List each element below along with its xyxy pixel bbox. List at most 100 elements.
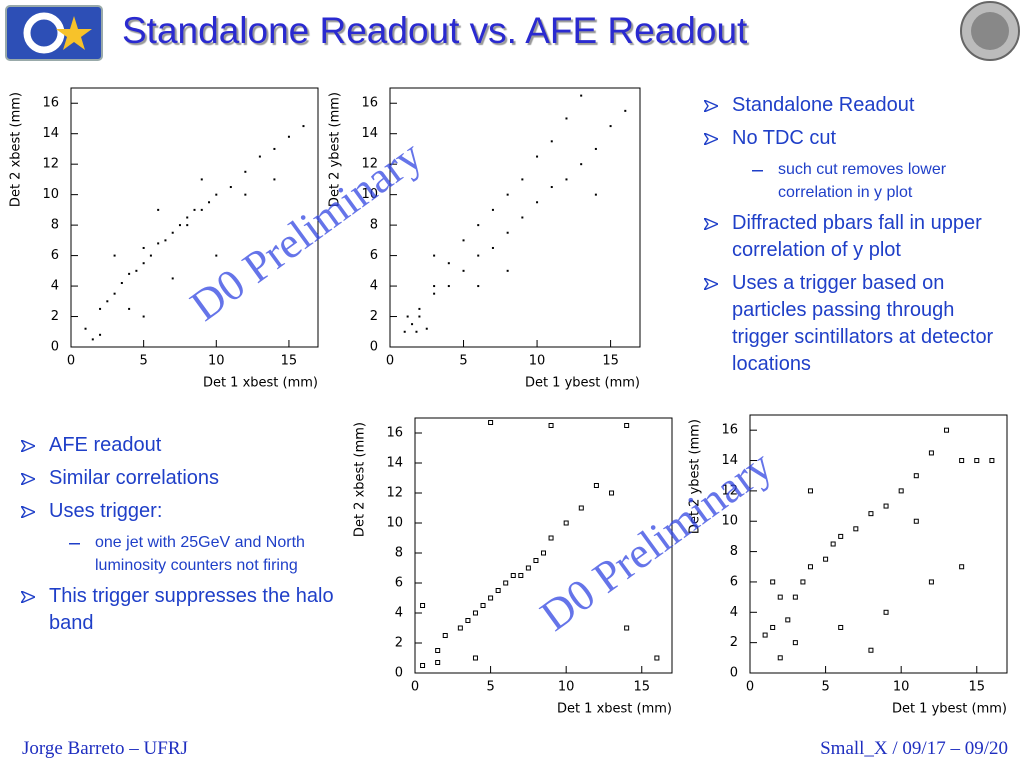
data-point <box>503 580 509 586</box>
y-tick-label: 2 <box>730 635 738 650</box>
data-point <box>989 458 995 464</box>
y-tick-label: 12 <box>721 483 738 498</box>
bullet-marker <box>21 591 35 603</box>
data-point <box>563 520 569 526</box>
data-point <box>578 505 584 511</box>
y-tick-label: 8 <box>370 218 378 233</box>
data-point <box>229 186 232 189</box>
data-point <box>594 193 597 196</box>
x-tick-label: 10 <box>208 354 225 369</box>
data-point <box>477 285 480 288</box>
x-tick-label: 5 <box>486 680 494 695</box>
data-point <box>186 224 189 227</box>
data-point <box>928 579 934 585</box>
data-point <box>113 254 116 257</box>
bullet: Similar correlations <box>21 465 334 492</box>
data-point <box>883 503 889 509</box>
footer-left: Jorge Barreto – UFRJ <box>22 738 188 759</box>
data-point <box>433 285 436 288</box>
data-point <box>215 254 218 257</box>
data-point <box>565 117 568 120</box>
data-point <box>550 140 553 143</box>
y-tick-label: 12 <box>361 157 378 172</box>
x-tick-label: 10 <box>529 354 546 369</box>
y-tick-label: 16 <box>386 426 403 441</box>
y-axis-label: Det 2 ybest (mm) <box>328 92 343 207</box>
y-axis-label: Det 2 xbest (mm) <box>353 422 368 537</box>
data-point <box>418 315 421 318</box>
data-point <box>506 269 509 272</box>
x-tick-label: 0 <box>411 680 419 695</box>
left-bullets: AFE readout Similar correlations Uses trig… <box>21 432 334 643</box>
slide-title: Standalone Readout vs. AFE Readout <box>122 10 748 51</box>
data-point <box>406 315 409 318</box>
y-tick-label: 8 <box>730 544 738 559</box>
data-point <box>770 624 776 630</box>
scatter-plot: 0 2 4 6 8 10 12 14 16 0 5 10 15 Det 1 xbest (mm) Det 2… <box>9 87 319 391</box>
data-point <box>447 285 450 288</box>
data-point <box>208 201 211 204</box>
data-point <box>565 178 568 181</box>
data-point <box>106 300 109 303</box>
data-point <box>84 327 87 330</box>
data-point <box>959 458 965 464</box>
data-point <box>491 208 494 211</box>
y-tick-label: 16 <box>721 423 738 438</box>
data-point <box>624 625 630 631</box>
data-point <box>244 170 247 173</box>
bullet: Uses a trigger based on particles passin… <box>704 270 1007 378</box>
data-point <box>807 564 813 570</box>
data-point <box>548 423 554 428</box>
scatter-plot: 0 2 4 6 8 10 12 14 16 0 5 10 15 Det 1 xbest (mm) Det 2… <box>353 417 673 717</box>
data-point <box>491 246 494 249</box>
data-point <box>465 618 471 623</box>
data-point <box>433 292 436 295</box>
data-point <box>974 458 980 464</box>
data-point <box>200 178 203 181</box>
bullet-text: one jet with 25GeV and North luminosity … <box>95 534 305 574</box>
data-point <box>420 663 426 668</box>
data-point <box>580 163 583 166</box>
plot-frame <box>749 414 1008 674</box>
data-point <box>142 246 145 249</box>
data-point <box>457 625 463 631</box>
data-point <box>99 333 102 336</box>
data-point <box>113 292 116 295</box>
data-point <box>435 648 441 653</box>
data-point <box>157 242 160 245</box>
data-point <box>442 633 448 638</box>
plot-frame <box>389 87 641 348</box>
data-point <box>164 239 167 242</box>
x-tick-label: 0 <box>386 354 394 369</box>
bullet: one jet with 25GeV and North luminosity … <box>69 531 334 577</box>
x-tick-label: 10 <box>558 680 575 695</box>
data-point <box>944 427 950 433</box>
data-point <box>521 216 524 219</box>
bullet-marker <box>704 100 718 112</box>
y-tick-label: 14 <box>721 453 738 468</box>
data-point <box>536 201 539 204</box>
bullet: Standalone Readout <box>704 92 1007 119</box>
data-point <box>120 282 123 285</box>
x-axis-label: Det 1 ybest (mm) <box>525 376 640 391</box>
data-point <box>135 269 138 272</box>
bullet-marker <box>704 133 718 145</box>
data-point <box>533 558 539 563</box>
data-point <box>142 262 145 265</box>
x-tick-label: 0 <box>67 354 75 369</box>
data-point <box>302 125 305 128</box>
data-point <box>91 338 94 341</box>
right-bullets: Standalone Readout No TDC cut such cut rem… <box>704 92 1007 384</box>
data-point <box>838 624 844 630</box>
y-tick-label: 10 <box>386 516 403 531</box>
bullet-text: Uses a trigger based on particles passin… <box>732 272 994 375</box>
data-point <box>171 277 174 280</box>
data-point <box>215 193 218 196</box>
data-point <box>830 541 836 547</box>
data-point <box>186 216 189 219</box>
data-point <box>785 617 791 623</box>
bullet-marker <box>69 543 80 545</box>
plot-frame <box>414 417 673 674</box>
scatter-plot: 0 2 4 6 8 10 12 14 16 0 5 10 15 Det 1 ybest (mm) Det 2… <box>688 414 1008 717</box>
data-point <box>853 526 859 532</box>
